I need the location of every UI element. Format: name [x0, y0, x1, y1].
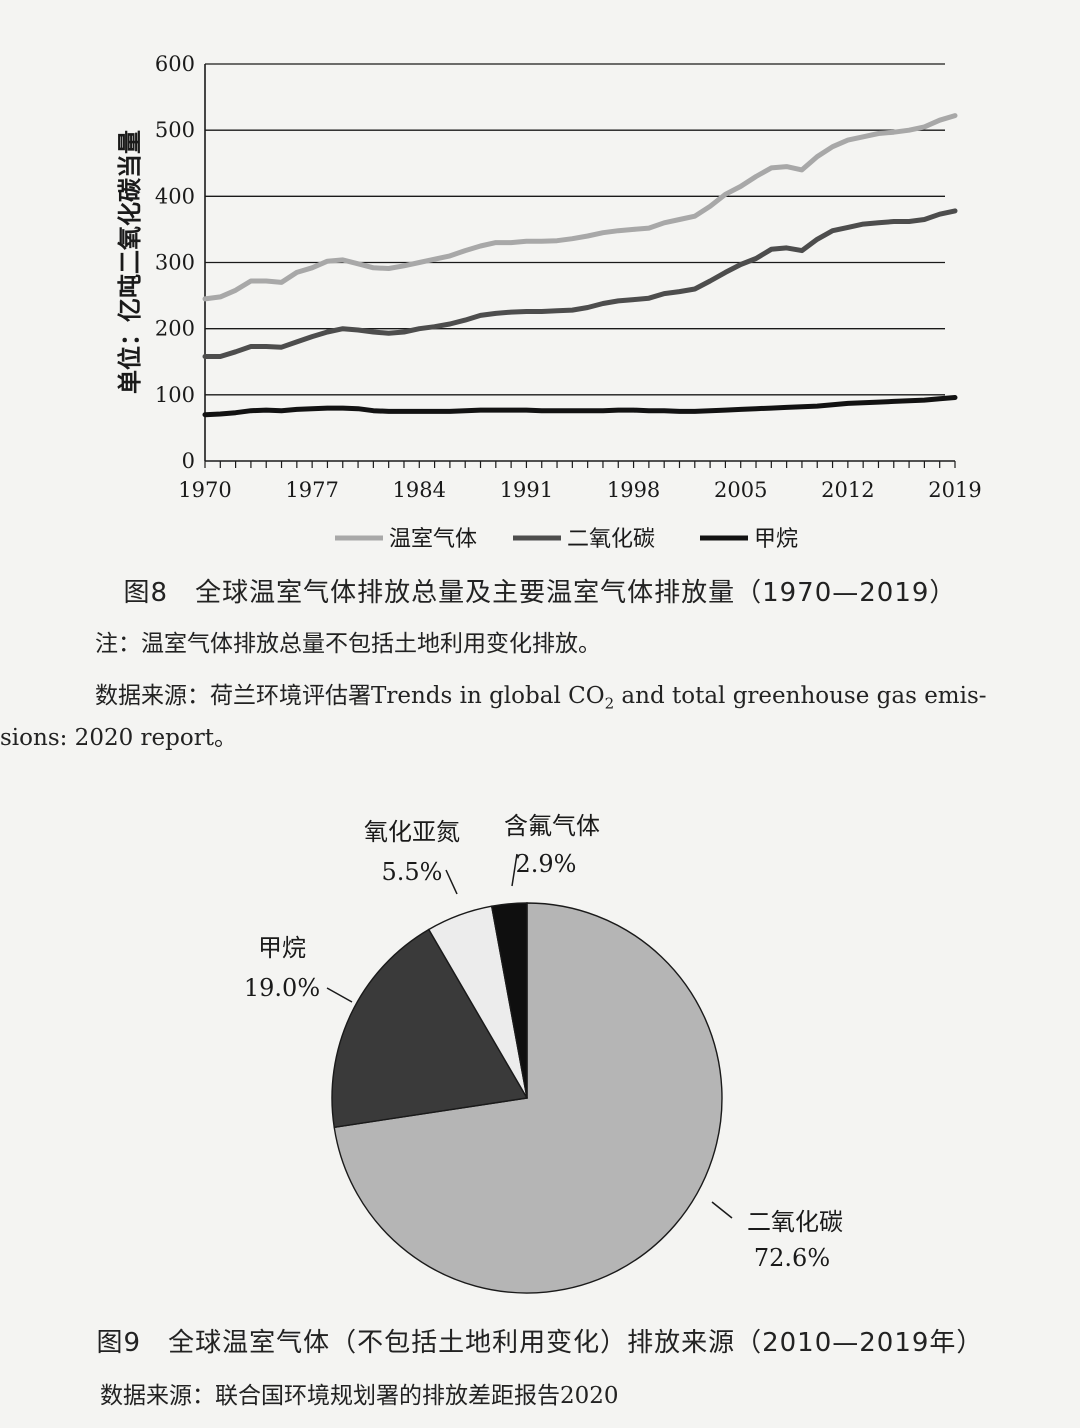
y-tick-label: 300 [155, 251, 195, 275]
x-tick-label: 1984 [393, 478, 446, 502]
pie-slice [331, 928, 529, 1129]
y-tick-label: 100 [155, 383, 195, 407]
x-tick-label: 1998 [607, 478, 660, 502]
pie-leader-line [711, 1201, 733, 1219]
x-tick-label: 1970 [178, 478, 231, 502]
legend-label: 甲烷 [754, 527, 798, 552]
pie-leader-line [445, 869, 458, 895]
x-tick-label: 2019 [928, 478, 981, 502]
y-tick-label: 400 [155, 184, 195, 208]
figure-8-note: 注：温室气体排放总量不包括土地利用变化排放。 [95, 631, 601, 657]
figure-8-source: 数据来源：荷兰环境评估署Trends in global CO2 and tot… [95, 676, 987, 713]
pie-slice [490, 902, 528, 1099]
figure-8-source-part-a: 数据来源：荷兰环境评估署Trends in global CO [95, 683, 605, 709]
y-axis-label: 单位：亿吨二氧化碳当量 [116, 130, 144, 394]
pie-slice-name: 氧化亚氮 [364, 818, 460, 846]
pie-slice-name: 含氟气体 [504, 812, 600, 840]
figure-8-source-subscript: 2 [604, 694, 615, 713]
pie-slice-value: 19.0% [244, 974, 320, 1002]
figure-9-caption: 图9 全球温室气体（不包括土地利用变化）排放来源（2010—2019年） [96, 1328, 984, 1358]
legend-label: 温室气体 [389, 527, 477, 552]
pie-slice-value: 72.6% [754, 1244, 830, 1272]
figure-8-source-part-b: and total greenhouse gas emis- [614, 683, 987, 709]
y-tick-label: 600 [155, 52, 195, 76]
pie-slice [333, 902, 723, 1294]
x-tick-label: 1991 [500, 478, 553, 502]
figure-9-source: 数据来源：联合国环境规划署的排放差距报告2020 [100, 1383, 619, 1409]
x-tick-label: 1977 [285, 478, 338, 502]
pie-leader-line [511, 853, 518, 887]
x-tick-label: 2012 [821, 478, 874, 502]
pie-chart: 二氧化碳 72.6% 甲烷 19.0% 氧化亚氮 5.5% 含氟气体 2.9% [244, 812, 843, 1294]
series-line-1 [202, 113, 958, 302]
pie-slice-name: 二氧化碳 [747, 1208, 843, 1236]
y-tick-label: 0 [182, 449, 195, 473]
figure-8-caption: 图8 全球温室气体排放总量及主要温室气体排放量（1970—2019） [123, 578, 957, 608]
series-line-2 [202, 208, 958, 359]
x-tick-label: 2005 [714, 478, 767, 502]
pie-slice-value: 5.5% [382, 858, 443, 886]
legend-label: 二氧化碳 [567, 527, 655, 552]
y-tick-label: 500 [155, 118, 195, 142]
line-chart: 0 100 200 300 400 500 600 1970 1977 1984 1991 1998 2… [116, 52, 982, 552]
figure-8-source-continued: sions: 2020 report。 [0, 725, 237, 751]
series-line-3 [202, 395, 958, 418]
pie-slice-value: 2.9% [516, 850, 577, 878]
pie-leader-line [326, 987, 353, 1003]
y-tick-label: 200 [155, 317, 195, 341]
pie-slice-name: 甲烷 [258, 934, 306, 962]
